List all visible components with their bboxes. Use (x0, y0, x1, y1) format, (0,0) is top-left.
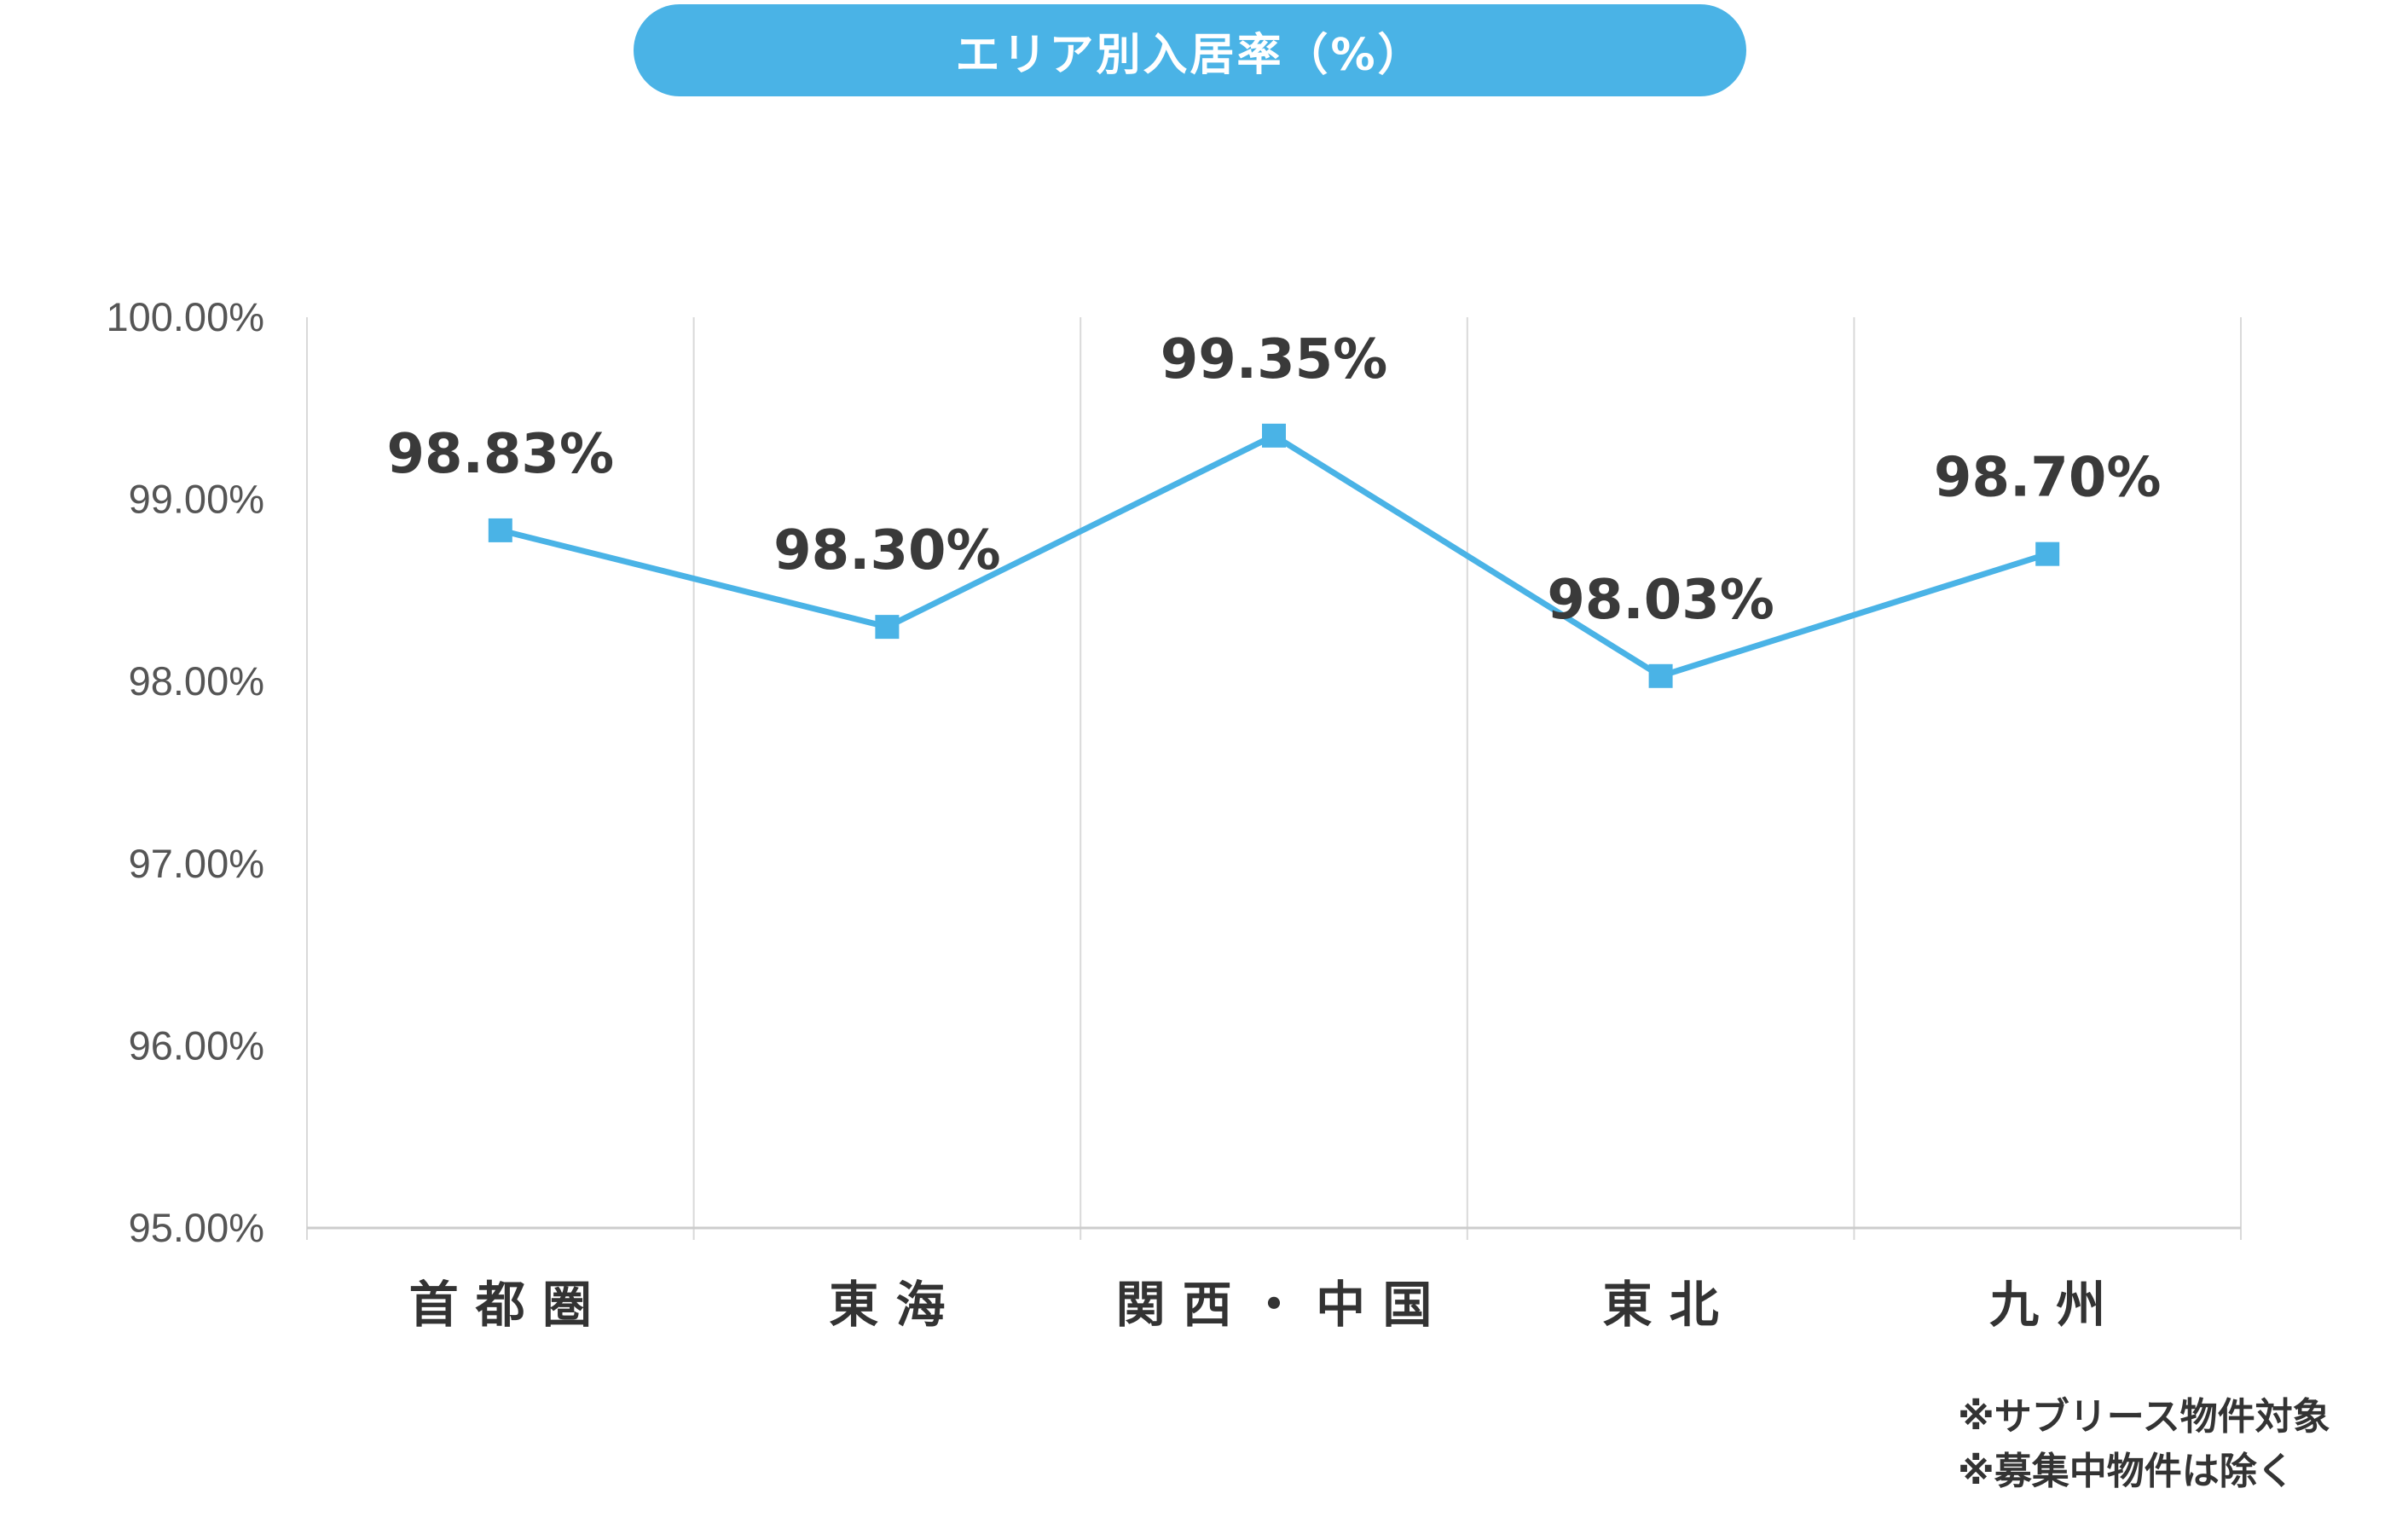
x-category-label: 東 海 (829, 1276, 945, 1334)
gridlines (306, 317, 2242, 1240)
footnotes: ※サブリース物件対象 ※募集中物件は除く (1958, 1390, 2401, 1499)
data-label: 98.83% (387, 423, 615, 486)
data-point-marker (875, 615, 900, 640)
data-point-marker (1262, 423, 1286, 448)
x-axis-labels: 首 都 圏 東 海 関 西 ・ 中 国 東 北 九 州 (409, 1276, 2106, 1334)
x-category-label: 関 西 ・ 中 国 (1116, 1276, 1433, 1334)
data-point-marker (1648, 663, 1673, 688)
chart-title: エリア別入居率（%） (955, 29, 1425, 81)
data-labels: 98.83% 98.30% 99.35% 98.03% 98.70% (387, 328, 2162, 632)
y-tick-label: 95.00% (129, 1205, 264, 1250)
data-label: 98.30% (773, 519, 1001, 582)
y-tick-label: 98.00% (129, 658, 264, 704)
y-axis-ticks: 95.00% 96.00% 97.00% 98.00% 99.00% 100.00% (106, 294, 264, 1250)
y-tick-label: 96.00% (129, 1022, 264, 1068)
series-line (488, 423, 2060, 688)
y-tick-label: 97.00% (129, 841, 264, 886)
chart-title-banner: エリア別入居率（%） (634, 4, 1746, 96)
x-category-label: 東 北 (1602, 1276, 1718, 1334)
data-point-marker (2035, 541, 2060, 566)
data-label: 98.03% (1547, 569, 1774, 632)
data-label: 99.35% (1161, 328, 1388, 391)
footnote-1: ※サブリース物件対象 (1958, 1395, 2330, 1439)
footnote-2: ※募集中物件は除く (1958, 1450, 2295, 1493)
data-point-marker (488, 518, 512, 542)
y-tick-label: 99.00% (129, 477, 264, 522)
series-polyline (499, 432, 2049, 680)
data-label: 98.70% (1934, 447, 2162, 510)
x-category-label: 首 都 圏 (409, 1276, 592, 1334)
y-tick-label: 100.00% (106, 294, 264, 339)
x-category-label: 九 州 (1989, 1276, 2105, 1334)
